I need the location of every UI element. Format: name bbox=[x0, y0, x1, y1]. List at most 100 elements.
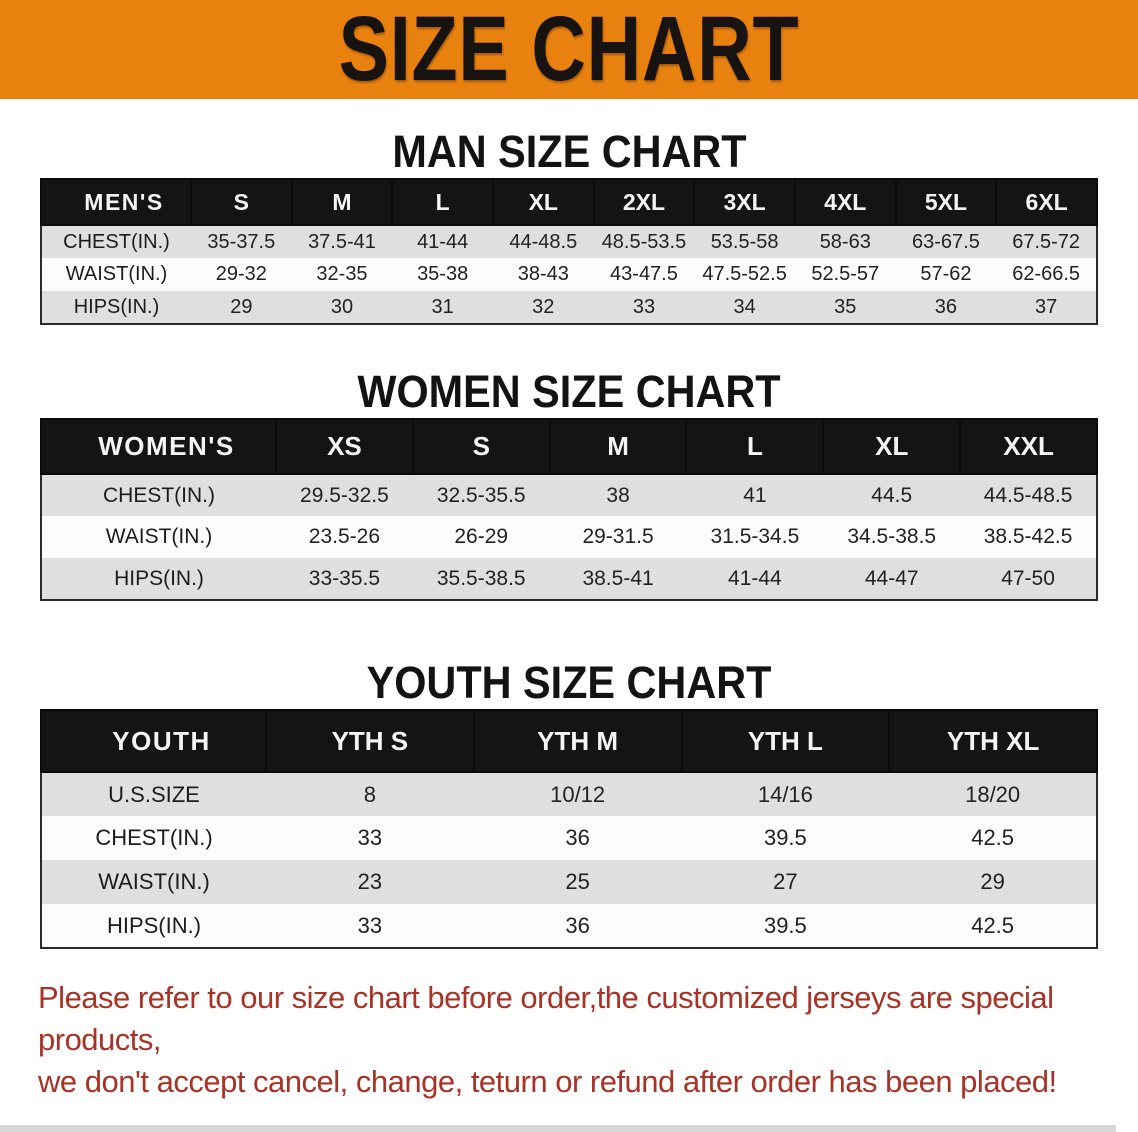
value-cell: 41-44 bbox=[686, 558, 824, 600]
value-cell: 35-38 bbox=[392, 258, 493, 291]
value-cell: 33 bbox=[593, 291, 695, 324]
value-cell: 10/12 bbox=[473, 772, 682, 816]
measurement-row: U.S.SIZE 8 10/12 14/16 18/20 bbox=[41, 772, 1097, 816]
measurement-row: CHEST(IN.) 35-37.5 37.5-41 41-44 44-48.5 48.5… bbox=[41, 225, 1097, 258]
value-cell: 29 bbox=[889, 860, 1097, 904]
value-cell: 8 bbox=[266, 772, 474, 816]
row-label: WAIST(IN.) bbox=[41, 860, 266, 904]
size-column-header: M bbox=[548, 418, 688, 475]
size-column-header: 6XL bbox=[995, 178, 1098, 226]
size-column-header: 2XL bbox=[592, 178, 696, 226]
size-column-header: YTH S bbox=[265, 709, 475, 773]
value-cell: 33 bbox=[266, 904, 474, 948]
measurement-row: CHEST(IN.) 33 36 39.5 42.5 bbox=[41, 816, 1097, 860]
size-column-header: 4XL bbox=[793, 178, 897, 226]
value-cell: 39.5 bbox=[681, 904, 890, 948]
measurement-row: WAIST(IN.) 29-32 32-35 35-38 38-43 43-47.5 47.… bbox=[41, 258, 1097, 291]
value-cell: 29.5-32.5 bbox=[276, 474, 413, 516]
table-header-row: MEN'S S M L XL 2XL 3XL 4XL 5XL 6XL bbox=[40, 178, 1098, 226]
row-label: WAIST(IN.) bbox=[41, 516, 276, 558]
value-cell: 35-37.5 bbox=[191, 225, 292, 258]
table-title-cell: WOMEN'S bbox=[40, 418, 277, 475]
table-header-row: YOUTH YTH S YTH M YTH L YTH XL bbox=[40, 709, 1098, 773]
value-cell: 32.5-35.5 bbox=[412, 474, 550, 516]
value-cell: 27 bbox=[681, 860, 890, 904]
value-cell: 29-31.5 bbox=[549, 516, 687, 558]
size-chart-banner: SIZE CHART bbox=[0, 0, 1138, 99]
value-cell: 62-66.5 bbox=[996, 258, 1097, 291]
value-cell: 44-48.5 bbox=[492, 225, 594, 258]
value-cell: 30 bbox=[291, 291, 393, 324]
table-title-cell: MEN'S bbox=[40, 178, 192, 226]
value-cell: 31 bbox=[392, 291, 493, 324]
value-cell: 25 bbox=[473, 860, 682, 904]
value-cell: 52.5-57 bbox=[794, 258, 896, 291]
row-label: CHEST(IN.) bbox=[41, 816, 266, 860]
row-label: HIPS(IN.) bbox=[41, 904, 266, 948]
value-cell: 43-47.5 bbox=[593, 258, 695, 291]
value-cell: 37 bbox=[996, 291, 1097, 324]
measurement-row: CHEST(IN.) 29.5-32.5 32.5-35.5 38 41 44.5 44.5… bbox=[41, 474, 1097, 516]
value-cell: 39.5 bbox=[681, 816, 890, 860]
value-cell: 47.5-52.5 bbox=[694, 258, 795, 291]
value-cell: 38 bbox=[549, 474, 687, 516]
value-cell: 53.5-58 bbox=[694, 225, 795, 258]
value-cell: 33-35.5 bbox=[276, 558, 413, 600]
size-column-header: XXL bbox=[959, 418, 1098, 475]
value-cell: 41-44 bbox=[392, 225, 493, 258]
value-cell: 29 bbox=[191, 291, 292, 324]
size-column-header: L bbox=[391, 178, 494, 226]
measurement-row: HIPS(IN.) 33 36 39.5 42.5 bbox=[41, 904, 1097, 948]
women-size-chart-heading: WOMEN SIZE CHART bbox=[357, 366, 781, 417]
value-cell: 58-63 bbox=[794, 225, 896, 258]
value-cell: 63-67.5 bbox=[895, 225, 997, 258]
value-cell: 38-43 bbox=[492, 258, 594, 291]
value-cell: 18/20 bbox=[889, 772, 1097, 816]
row-label: WAIST(IN.) bbox=[41, 258, 191, 291]
youth-size-table: YOUTH YTH S YTH M YTH L YTH XL U.S.SIZE 8 10/12… bbox=[40, 709, 1098, 949]
value-cell: 38.5-42.5 bbox=[960, 516, 1097, 558]
value-cell: 34.5-38.5 bbox=[823, 516, 961, 558]
table-header-row: WOMEN'S XS S M L XL XXL bbox=[40, 418, 1098, 475]
man-size-chart-heading: MAN SIZE CHART bbox=[391, 126, 747, 177]
row-label: CHEST(IN.) bbox=[41, 474, 276, 516]
notice-line-1: Please refer to our size chart before or… bbox=[38, 980, 1054, 1057]
value-cell: 35.5-38.5 bbox=[412, 558, 550, 600]
size-column-header: L bbox=[685, 418, 825, 475]
value-cell: 48.5-53.5 bbox=[593, 225, 695, 258]
measurement-row: WAIST(IN.) 23 25 27 29 bbox=[41, 860, 1097, 904]
size-column-header: YTH L bbox=[680, 709, 891, 773]
value-cell: 32 bbox=[492, 291, 594, 324]
row-label: CHEST(IN.) bbox=[41, 225, 191, 258]
value-cell: 32-35 bbox=[291, 258, 393, 291]
value-cell: 35 bbox=[794, 291, 896, 324]
value-cell: 41 bbox=[686, 474, 824, 516]
value-cell: 67.5-72 bbox=[996, 225, 1097, 258]
banner-title: SIZE CHART bbox=[338, 0, 800, 100]
value-cell: 23 bbox=[266, 860, 474, 904]
table-title-cell: YOUTH bbox=[40, 709, 267, 773]
measurement-row: HIPS(IN.) 29 30 31 32 33 34 35 36 37 bbox=[41, 291, 1097, 324]
value-cell: 36 bbox=[473, 816, 682, 860]
value-cell: 23.5-26 bbox=[276, 516, 413, 558]
size-column-header: YTH M bbox=[472, 709, 683, 773]
value-cell: 42.5 bbox=[889, 904, 1097, 948]
size-column-header: XL bbox=[822, 418, 962, 475]
value-cell: 44-47 bbox=[823, 558, 961, 600]
mens-size-table: MEN'S S M L XL 2XL 3XL 4XL 5XL 6XL CHEST(IN.) 35-37… bbox=[40, 178, 1098, 325]
row-label: U.S.SIZE bbox=[41, 772, 266, 816]
order-policy-notice: Please refer to our size chart before or… bbox=[0, 977, 1138, 1103]
row-label: HIPS(IN.) bbox=[41, 558, 276, 600]
value-cell: 34 bbox=[694, 291, 795, 324]
size-column-header: 3XL bbox=[693, 178, 796, 226]
value-cell: 37.5-41 bbox=[291, 225, 393, 258]
size-column-header: XL bbox=[491, 178, 595, 226]
value-cell: 42.5 bbox=[889, 816, 1097, 860]
measurement-row: HIPS(IN.) 33-35.5 35.5-38.5 38.5-41 41-44 44-… bbox=[41, 558, 1097, 600]
size-column-header: XS bbox=[275, 418, 414, 475]
value-cell: 36 bbox=[473, 904, 682, 948]
womens-size-table: WOMEN'S XS S M L XL XXL CHEST(IN.) 29.5-32.5 32.5… bbox=[40, 418, 1098, 601]
value-cell: 33 bbox=[266, 816, 474, 860]
value-cell: 44.5-48.5 bbox=[960, 474, 1097, 516]
value-cell: 29-32 bbox=[191, 258, 292, 291]
